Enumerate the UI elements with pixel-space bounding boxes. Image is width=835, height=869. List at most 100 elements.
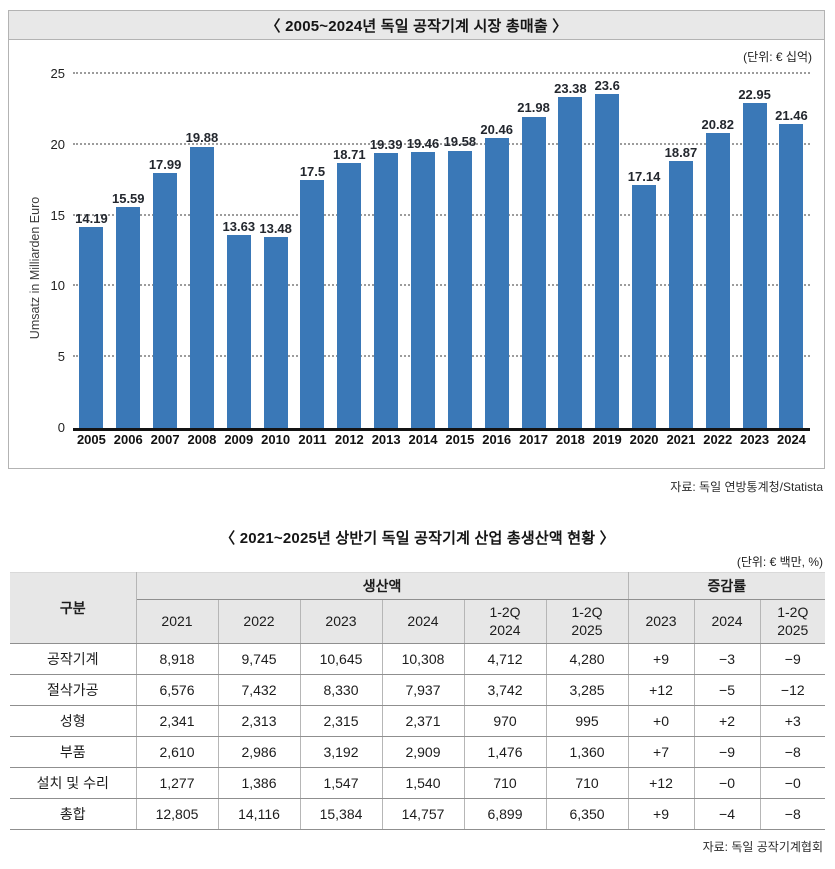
bar <box>411 152 436 428</box>
cell: +9 <box>627 643 695 675</box>
x-tick-label: 2014 <box>408 432 438 447</box>
x-tick-label: 2013 <box>371 432 401 447</box>
row-label: 설치 및 수리 <box>10 767 137 799</box>
cell: 3,742 <box>463 674 547 706</box>
x-tick-label: 2008 <box>187 432 217 447</box>
bar <box>558 96 583 428</box>
bar <box>226 235 251 428</box>
cell: +2 <box>693 705 761 737</box>
bar <box>484 138 509 428</box>
corner-header: 구분 <box>10 572 137 644</box>
bar-value-label: 23.6 <box>594 77 620 93</box>
cell: +7 <box>627 736 695 768</box>
cell: 9,745 <box>217 643 301 675</box>
cell: 2,909 <box>381 736 465 768</box>
bar-value-label: 18.71 <box>333 146 366 162</box>
plot-area: 14.19 15.59 17.99 19.88 13.63 13.48 17.5 18.71 1… <box>73 72 810 431</box>
bar <box>742 103 767 428</box>
x-tick-label: 2007 <box>150 432 180 447</box>
gridline-25 <box>73 72 810 74</box>
column-header: 1-2Q 2024 <box>463 599 547 644</box>
gridline-15 <box>73 213 810 216</box>
cell: +0 <box>627 705 695 737</box>
chart-body: (단위: € 십억) Umsatz in Milliarden Euro 14.… <box>9 40 824 469</box>
table-row: 설치 및 수리 1,277 1,386 1,547 1,540 710 710 +12 −0 −0 <box>10 767 826 799</box>
row-label: 성형 <box>10 705 137 737</box>
bar-value-label: 19.88 <box>185 130 219 146</box>
gridline-10 <box>73 284 810 287</box>
bar-value-label: 22.95 <box>738 86 771 102</box>
bar-group-2007: 17.99 <box>147 156 184 428</box>
column-header: 2021 <box>136 599 219 644</box>
bar-value-label: 19.39 <box>369 137 403 153</box>
bar-value-label: 13.63 <box>222 218 256 234</box>
bar-value-label: 17.5 <box>299 163 326 179</box>
production-table: 구분 생산액 증감률 2021 2022 2023 2024 1-2Q 2024 1-2Q… <box>10 572 826 830</box>
table-title: 〈 2021~2025년 상반기 독일 공작기계 산업 총생산액 현황 〉 <box>220 530 615 547</box>
cell: 12,805 <box>135 798 219 830</box>
cell: −4 <box>693 798 761 830</box>
cell: −0 <box>759 767 826 799</box>
group-header-production: 생산액 <box>135 572 629 600</box>
x-tick-label: 2011 <box>298 432 327 447</box>
table-row: 공작기계 8,918 9,745 10,645 10,308 4,712 4,280 +9 −3… <box>10 643 826 675</box>
x-tick-label: 2023 <box>740 432 770 447</box>
chart-title: 〈 2005~2024년 독일 공작기계 시장 총매출 〉 <box>9 11 824 40</box>
column-header: 1-2Q 2025 <box>545 599 629 644</box>
cell: 1,476 <box>463 736 547 768</box>
cell: −5 <box>693 674 761 706</box>
y-tick-label: 20 <box>50 136 65 152</box>
bar <box>521 116 546 428</box>
bar-group-2020: 17.14 <box>626 169 663 428</box>
cell: 3,192 <box>299 736 383 768</box>
bar-value-label: 21.98 <box>517 100 550 116</box>
bar-group-2006: 15.59 <box>110 190 147 428</box>
x-tick-label: 2019 <box>592 432 622 447</box>
gridline-20 <box>73 142 810 145</box>
bar <box>300 180 325 428</box>
cell: 14,116 <box>217 798 301 830</box>
bar-value-label: 20.82 <box>701 116 735 132</box>
bar-group-2011: 17.5 <box>294 163 331 428</box>
bar <box>189 146 214 428</box>
bar <box>263 237 288 428</box>
cell: +12 <box>627 674 695 706</box>
y-tick-label: 0 <box>57 420 65 435</box>
table-row: 부품 2,610 2,986 3,192 2,909 1,476 1,360 +7 −9 −8 <box>10 736 826 768</box>
column-header: 1-2Q 2025 <box>759 599 826 644</box>
cell: 710 <box>463 767 547 799</box>
x-tick-label: 2016 <box>482 432 512 447</box>
cell: −9 <box>693 736 761 768</box>
bar <box>79 227 104 428</box>
bar-value-label: 17.99 <box>148 156 182 172</box>
bar <box>595 93 620 428</box>
bar-value-label: 23.38 <box>554 80 587 96</box>
cell: 4,712 <box>463 643 547 675</box>
bar-group-2018: 23.38 <box>552 80 589 428</box>
cell: 14,757 <box>381 798 465 830</box>
bar-value-label: 14.19 <box>75 210 108 226</box>
bar-group-2005: 14.19 <box>73 210 110 428</box>
y-tick-label: 5 <box>57 349 65 365</box>
gridline-5 <box>73 355 810 358</box>
bar <box>447 150 472 428</box>
cell: +3 <box>759 705 826 737</box>
bar-value-label: 19.46 <box>406 136 440 152</box>
bar-value-label: 15.59 <box>111 190 145 206</box>
bar <box>668 160 693 428</box>
y-tick-label: 10 <box>50 278 65 294</box>
bar-group-2008: 19.88 <box>184 130 221 428</box>
bar-group-2024: 21.46 <box>773 108 810 428</box>
cell: −8 <box>759 736 826 768</box>
cell: 2,341 <box>135 705 219 737</box>
x-tick-label: 2012 <box>334 432 364 447</box>
cell: 970 <box>463 705 547 737</box>
cell: 2,371 <box>381 705 465 737</box>
cell: −0 <box>693 767 761 799</box>
bar-value-label: 18.87 <box>664 144 698 160</box>
cell: 1,360 <box>545 736 629 768</box>
x-tick-label: 2017 <box>519 432 548 447</box>
cell: 7,937 <box>381 674 465 706</box>
cell: 1,386 <box>217 767 301 799</box>
x-tick-label: 2006 <box>113 432 143 447</box>
